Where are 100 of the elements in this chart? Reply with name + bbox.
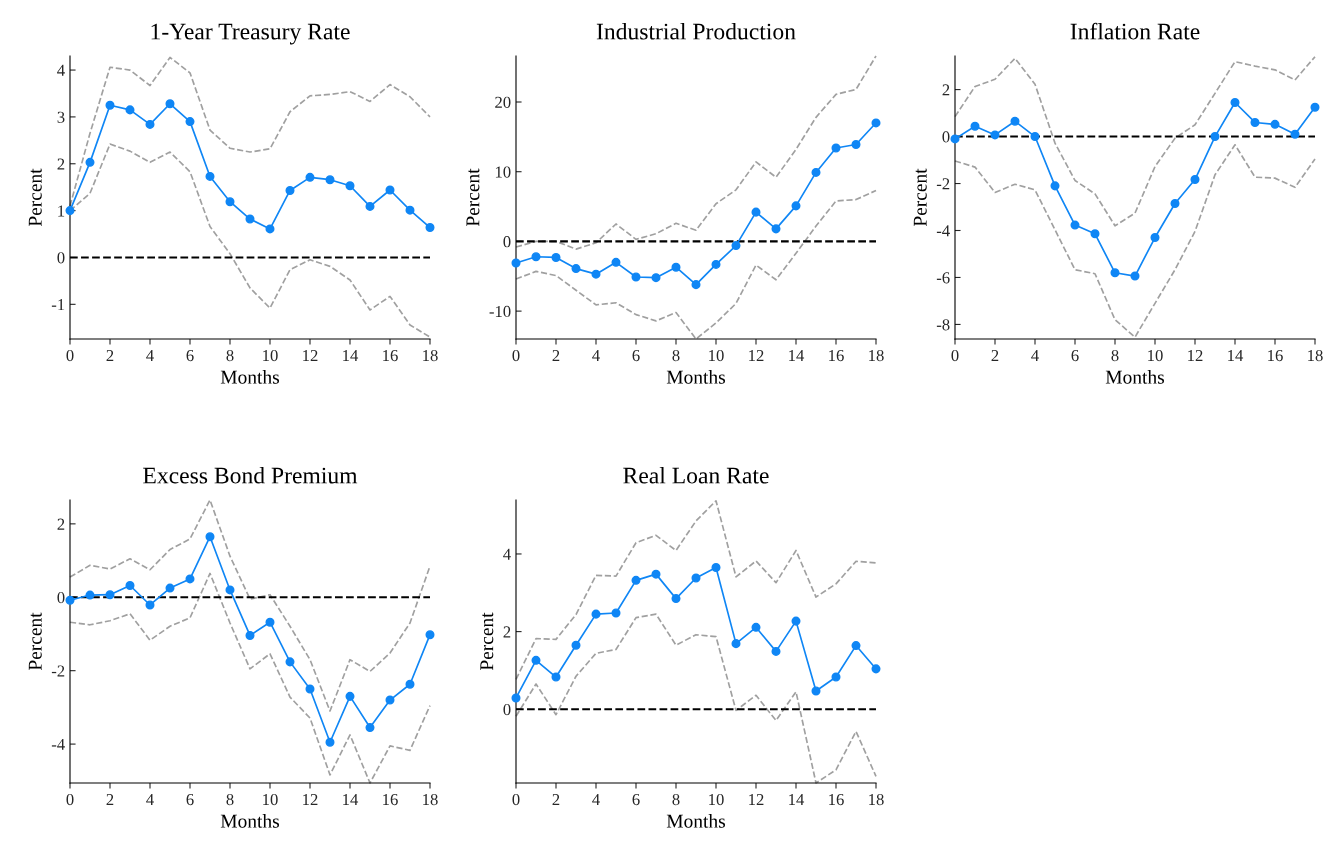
point	[571, 264, 581, 274]
x-tick-label: 4	[1031, 350, 1039, 361]
y-tick-label: 4	[57, 64, 65, 76]
point	[691, 280, 701, 290]
y-tick-label: -4	[51, 738, 65, 750]
x-tick-label: 4	[146, 350, 154, 361]
x-axis-title: Months	[666, 370, 726, 384]
point	[1190, 175, 1200, 185]
point	[871, 664, 881, 674]
y-tick-label: -1	[51, 299, 65, 311]
x-tick-label: 16	[383, 349, 398, 362]
y-tick-label: 0	[503, 236, 511, 248]
point	[1290, 129, 1300, 139]
y-tick-label: -8	[936, 319, 950, 331]
point	[611, 608, 621, 618]
point	[1310, 102, 1320, 112]
y-tick-label: -2	[936, 178, 950, 190]
x-tick-label: 14	[343, 793, 359, 805]
line-series	[515, 55, 877, 250]
point	[571, 640, 581, 650]
point	[245, 214, 255, 224]
y-axis-title: Percent	[28, 612, 42, 671]
y-tick-label: 0	[503, 703, 511, 716]
x-tick-label: 4	[146, 794, 154, 805]
point	[365, 723, 375, 733]
point	[85, 590, 95, 600]
y-tick-label: 4	[503, 548, 511, 560]
y-tick-label: 2	[57, 518, 65, 530]
x-tick-label: 6	[632, 793, 640, 806]
point	[285, 657, 295, 667]
point	[405, 205, 415, 215]
x-tick-label: 12	[749, 793, 764, 805]
point	[365, 201, 375, 211]
x-tick-label: 18	[1308, 349, 1323, 362]
point	[385, 185, 395, 195]
x-tick-label: 2	[106, 793, 114, 805]
point	[385, 695, 395, 705]
x-tick-label: 16	[829, 349, 844, 362]
point	[511, 693, 521, 703]
x-tick-label: 16	[829, 793, 844, 806]
point	[85, 157, 95, 167]
line-series	[954, 55, 1316, 227]
x-tick-label: 0	[512, 349, 520, 362]
x-tick-label: 6	[186, 349, 194, 362]
chart-title: Real Loan Rate	[623, 466, 769, 484]
point	[1130, 271, 1140, 281]
x-tick-label: 12	[303, 349, 318, 361]
x-tick-label: 0	[66, 793, 74, 806]
x-tick-label: 6	[186, 793, 194, 806]
chart-title: Industrial Production	[596, 22, 796, 40]
x-tick-label: 14	[343, 349, 359, 361]
x-tick-label: 16	[1268, 349, 1283, 362]
y-tick-label: 3	[57, 111, 65, 123]
point	[771, 646, 781, 656]
point	[1230, 97, 1240, 108]
point	[1110, 268, 1120, 278]
point	[511, 258, 521, 268]
point	[1150, 233, 1160, 243]
point	[325, 737, 335, 747]
y-tick-label: 10	[495, 166, 511, 178]
point	[1210, 132, 1220, 142]
x-tick-label: 0	[66, 349, 74, 362]
x-tick-label: 14	[1228, 349, 1244, 361]
y-tick-label: 2	[503, 626, 511, 638]
point	[145, 119, 155, 129]
x-tick-label: 2	[991, 349, 999, 361]
line-series	[515, 499, 877, 681]
x-tick-label: 14	[789, 349, 805, 361]
point	[1010, 116, 1020, 126]
x-tick-label: 12	[303, 793, 318, 805]
point	[105, 100, 115, 110]
y-tick-label: 0	[57, 252, 65, 264]
y-tick-label: -6	[936, 272, 950, 284]
point	[531, 252, 541, 262]
point	[950, 134, 960, 144]
x-tick-label: 12	[1188, 349, 1203, 361]
point	[811, 686, 821, 696]
point	[105, 590, 115, 600]
point	[811, 167, 821, 177]
x-axis-title: Months	[220, 814, 280, 828]
x-axis-title: Months	[1105, 370, 1165, 384]
point	[691, 573, 701, 583]
point	[185, 574, 195, 584]
x-tick-label: 10	[709, 793, 724, 806]
point	[425, 222, 435, 233]
point	[125, 105, 135, 115]
point	[611, 257, 621, 267]
point	[771, 224, 781, 234]
point	[791, 201, 801, 211]
point	[1050, 181, 1060, 191]
point	[65, 206, 75, 216]
point	[1030, 132, 1040, 142]
point	[551, 252, 561, 262]
point	[405, 679, 415, 689]
x-tick-label: 8	[672, 793, 680, 806]
point	[731, 241, 741, 251]
x-tick-label: 6	[632, 349, 640, 362]
y-tick-label: 0	[942, 131, 950, 143]
point	[165, 99, 175, 109]
y-tick-label: 2	[57, 158, 65, 170]
